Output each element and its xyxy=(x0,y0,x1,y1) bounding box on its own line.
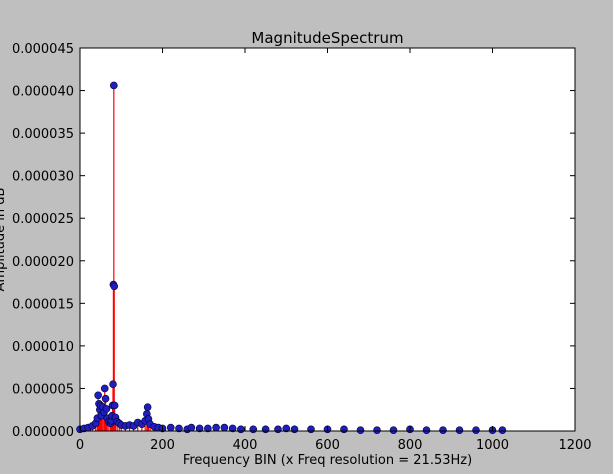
data-point xyxy=(237,425,245,434)
chart-title: MagnitudeSpectrum xyxy=(251,29,403,47)
y-tick-label: 0.000005 xyxy=(12,382,74,397)
data-point xyxy=(101,394,110,403)
data-point xyxy=(204,424,212,433)
x-tick-label: 200 xyxy=(150,438,175,453)
y-tick-label: 0.000045 xyxy=(12,42,74,57)
y-tick-label: 0.000040 xyxy=(12,85,74,100)
x-tick-label: 600 xyxy=(315,438,340,453)
y-tick-label: 0.000025 xyxy=(12,212,74,227)
data-point xyxy=(110,401,119,410)
data-point xyxy=(110,282,119,291)
data-point xyxy=(102,405,111,413)
data-point xyxy=(249,425,258,434)
data-point xyxy=(389,426,398,434)
data-point xyxy=(100,384,109,393)
x-axis-label: Frequency BIN (x Freq resolution = 21.53… xyxy=(183,453,472,468)
data-point xyxy=(472,426,480,434)
data-point xyxy=(195,424,204,433)
data-point xyxy=(220,423,229,432)
data-point xyxy=(110,81,118,90)
x-tick-label: 1000 xyxy=(476,438,509,453)
data-point xyxy=(373,426,381,434)
x-tick-label: 0 xyxy=(76,438,84,453)
data-point xyxy=(274,425,282,434)
data-point xyxy=(166,423,175,432)
data-point xyxy=(290,425,299,434)
data-point xyxy=(228,424,237,433)
x-tick-label: 400 xyxy=(233,438,258,453)
y-tick-label: 0.000010 xyxy=(12,340,74,355)
y-axis-ticks: 0.000000 0.000005 0.000010 0.000015 0.000020… xyxy=(12,42,575,440)
y-tick-label: 0.000020 xyxy=(12,255,74,270)
data-point xyxy=(498,426,507,434)
data-point xyxy=(439,426,447,434)
x-tick-label: 800 xyxy=(398,438,423,453)
y-tick-label: 0.000030 xyxy=(12,170,74,185)
y-tick-label: 0.000000 xyxy=(12,425,74,440)
data-point xyxy=(261,425,270,434)
y-axis-label: Amplitude in dB xyxy=(0,188,8,292)
data-point xyxy=(282,424,291,433)
data-point xyxy=(109,380,117,388)
data-point xyxy=(422,426,431,434)
data-point xyxy=(340,425,348,434)
data-point xyxy=(187,423,196,432)
data-point xyxy=(212,423,220,432)
data-point xyxy=(356,426,365,434)
data-point xyxy=(175,424,183,433)
data-point xyxy=(307,425,315,434)
y-tick-label: 0.000035 xyxy=(12,127,74,142)
plot-area xyxy=(80,48,575,431)
y-tick-label: 0.000015 xyxy=(12,297,74,312)
data-point xyxy=(94,391,102,400)
data-point xyxy=(143,403,152,411)
x-axis-ticks: 0 200 400 600 800 1000 1200 xyxy=(76,48,592,453)
data-point xyxy=(455,426,464,434)
x-tick-label: 1200 xyxy=(558,438,591,453)
